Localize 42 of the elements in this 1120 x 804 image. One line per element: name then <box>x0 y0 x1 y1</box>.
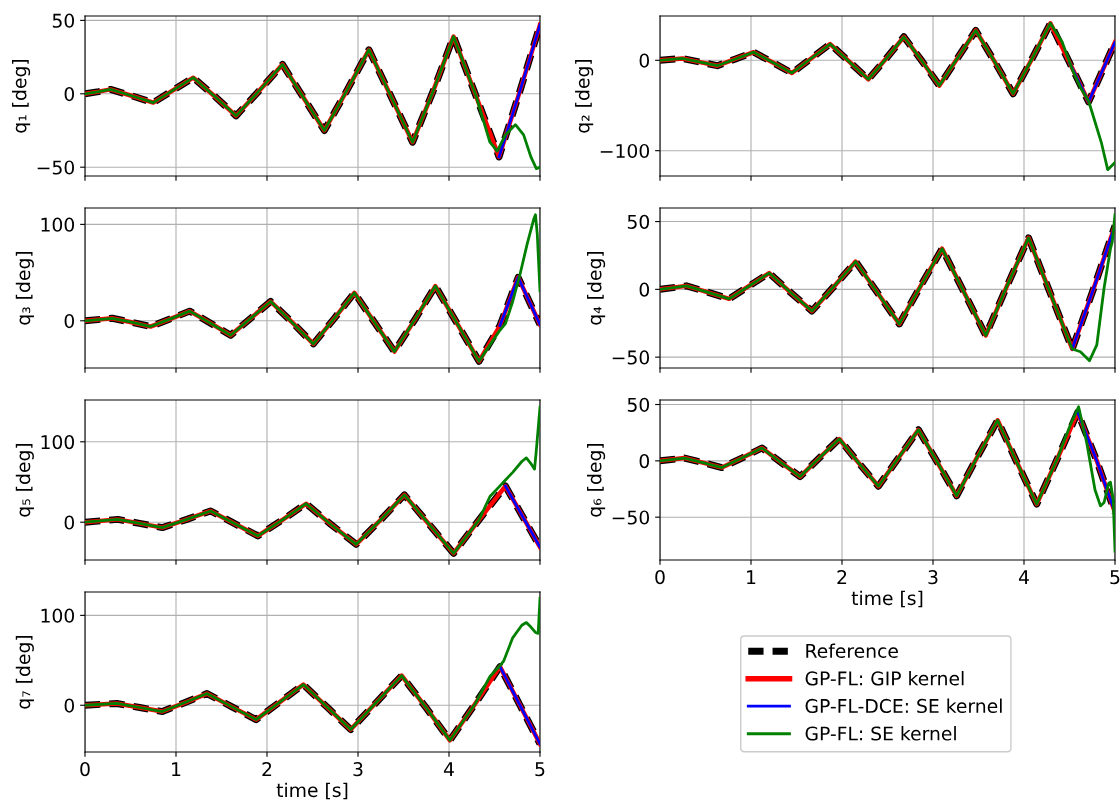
x-tick-label: 0 <box>80 762 90 777</box>
x-tick-label: 4 <box>1018 570 1029 584</box>
y-tick-label: 100 <box>41 435 75 450</box>
y-tick-label: 0 <box>639 282 650 297</box>
x-tick-label: 1 <box>172 762 181 776</box>
legend-label: GP-FL: SE kernel <box>805 726 956 741</box>
x-axis-title: time [s] <box>851 590 923 608</box>
x-tick-label: 3 <box>353 762 363 777</box>
y-tick-label: 0 <box>639 53 650 68</box>
y-tick-label: −50 <box>612 350 650 365</box>
y-axis-title: q₆ [deg] <box>587 443 606 517</box>
y-tick-label: 0 <box>64 87 75 102</box>
y-tick-label: 100 <box>41 217 75 232</box>
y-tick-label: 0 <box>64 698 75 713</box>
x-tick-label: 5 <box>535 762 545 777</box>
y-tick-label: 0 <box>639 454 650 469</box>
y-tick-label: −50 <box>612 510 650 525</box>
y-tick-label: 50 <box>627 397 650 412</box>
y-tick-label: 50 <box>52 13 75 28</box>
y-axis-title: q₃ [deg] <box>15 251 34 325</box>
y-tick-label: −100 <box>600 143 650 159</box>
y-tick-label: 50 <box>627 214 650 229</box>
x-tick-label: 0 <box>655 570 665 585</box>
y-axis-title: q₇ [deg] <box>15 635 34 709</box>
x-tick-label: 1 <box>747 570 756 584</box>
y-tick-label: 0 <box>64 515 75 530</box>
x-axis-title: time [s] <box>276 782 348 800</box>
legend-label: GP-FL: GIP kernel <box>805 671 964 686</box>
y-axis-title: q₁ [deg] <box>12 59 31 133</box>
y-axis-title: q₄ [deg] <box>587 251 606 325</box>
x-tick-label: 5 <box>1110 570 1120 585</box>
x-tick-label: 4 <box>443 762 454 776</box>
legend-label: Reference <box>806 643 898 659</box>
y-axis-title: q₅ [deg] <box>15 443 34 517</box>
y-tick-label: −50 <box>37 160 75 175</box>
x-tick-label: 2 <box>837 570 847 584</box>
y-tick-label: 0 <box>64 313 75 329</box>
x-tick-label: 3 <box>928 570 938 585</box>
legend-label: GP-FL-DCE: SE kernel <box>805 698 1002 714</box>
y-tick-label: 100 <box>41 608 75 623</box>
x-tick-label: 2 <box>262 762 272 776</box>
y-axis-title: q₂ [deg] <box>575 59 594 133</box>
